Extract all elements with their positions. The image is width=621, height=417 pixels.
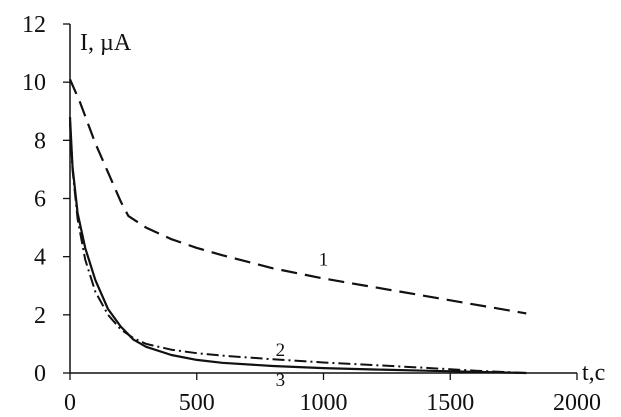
y-tick-label: 2 [34,303,46,329]
x-tick-label: 1000 [300,390,348,416]
x-axis-label: t,c [582,360,605,386]
y-tick-label: 8 [34,128,46,154]
series-line-2 [69,122,527,374]
x-tick-label: 1500 [426,390,474,416]
y-tick-label: 12 [22,12,46,38]
x-tick-label: 2000 [553,390,601,416]
y-axis-label: I, µA [80,30,132,56]
axes [69,24,577,374]
y-tick-label: 0 [34,361,46,387]
x-tick-label: 500 [179,390,215,416]
curve-label: 3 [276,370,286,391]
x-tick-label: 0 [64,390,76,416]
curve-label: 2 [276,340,286,361]
y-tick-label: 10 [22,70,46,96]
series-lines [68,78,527,375]
tick-marks [63,23,578,380]
series-line-3 [68,117,527,375]
y-tick-label: 6 [34,187,46,213]
y-tick-label: 4 [34,245,46,271]
curve-label: 1 [319,249,329,270]
curve-labels: 1 2 3 [276,249,329,391]
series-line-1 [68,78,527,315]
